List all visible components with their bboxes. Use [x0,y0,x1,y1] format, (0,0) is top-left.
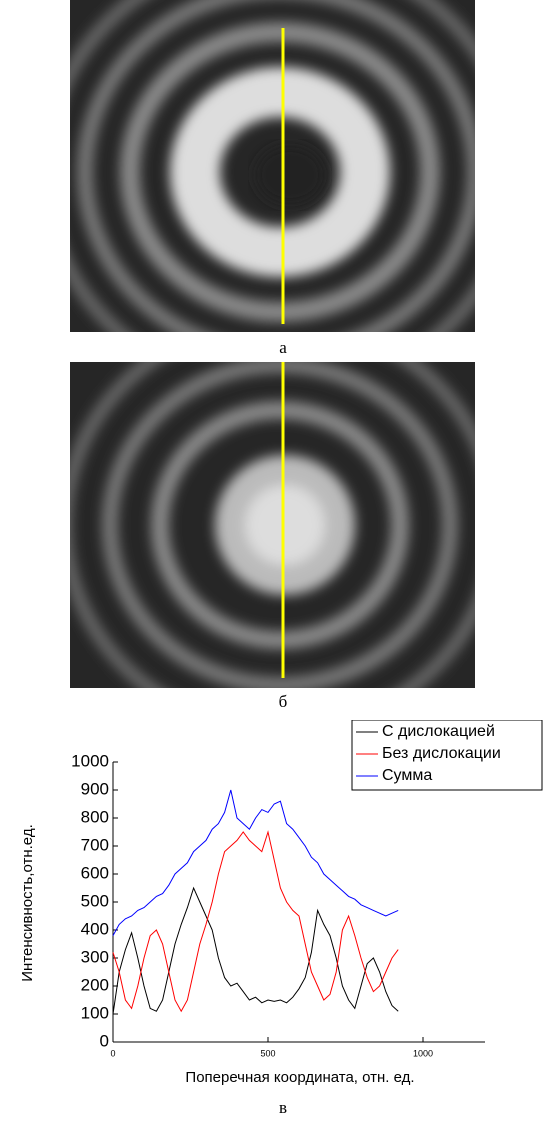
y-tick-label: 700 [81,835,109,854]
photo-a [70,0,475,332]
y-tick-label: 0 [100,1031,109,1050]
y-tick-label: 1000 [71,751,109,770]
photo-b [70,362,475,688]
chart: Интенсивность,отн.ед. Поперечная координ… [19,720,543,1086]
legend-label: Сумма [382,767,432,784]
y-tick-label: 300 [81,947,109,966]
legend-label: Без дислокации [382,745,501,762]
series-line [112,830,399,1013]
x-axis-label: Поперечная координата, отн. ед. [185,1069,414,1086]
y-tick-label: 600 [81,863,109,882]
legend-box [351,720,543,791]
x-tick-label: 1000 [413,1048,433,1058]
y-tick-label: 500 [81,891,109,910]
x-tick-label: 0 [110,1048,115,1058]
photos [70,0,475,688]
caption: а [279,338,287,357]
y-tick-label: 800 [81,807,109,826]
x-tick-label: 500 [260,1048,275,1058]
series-line [112,886,399,1015]
y-tick-label: 100 [81,1003,109,1022]
y-axis-label: Интенсивность,отн.ед. [19,824,36,982]
y-tick-label: 400 [81,919,109,938]
series-line [112,789,399,936]
legend-label: С дислокацией [382,723,495,740]
caption: в [278,1098,288,1117]
caption: б [278,692,288,711]
y-tick-label: 200 [81,975,109,994]
y-tick-label: 900 [81,779,109,798]
